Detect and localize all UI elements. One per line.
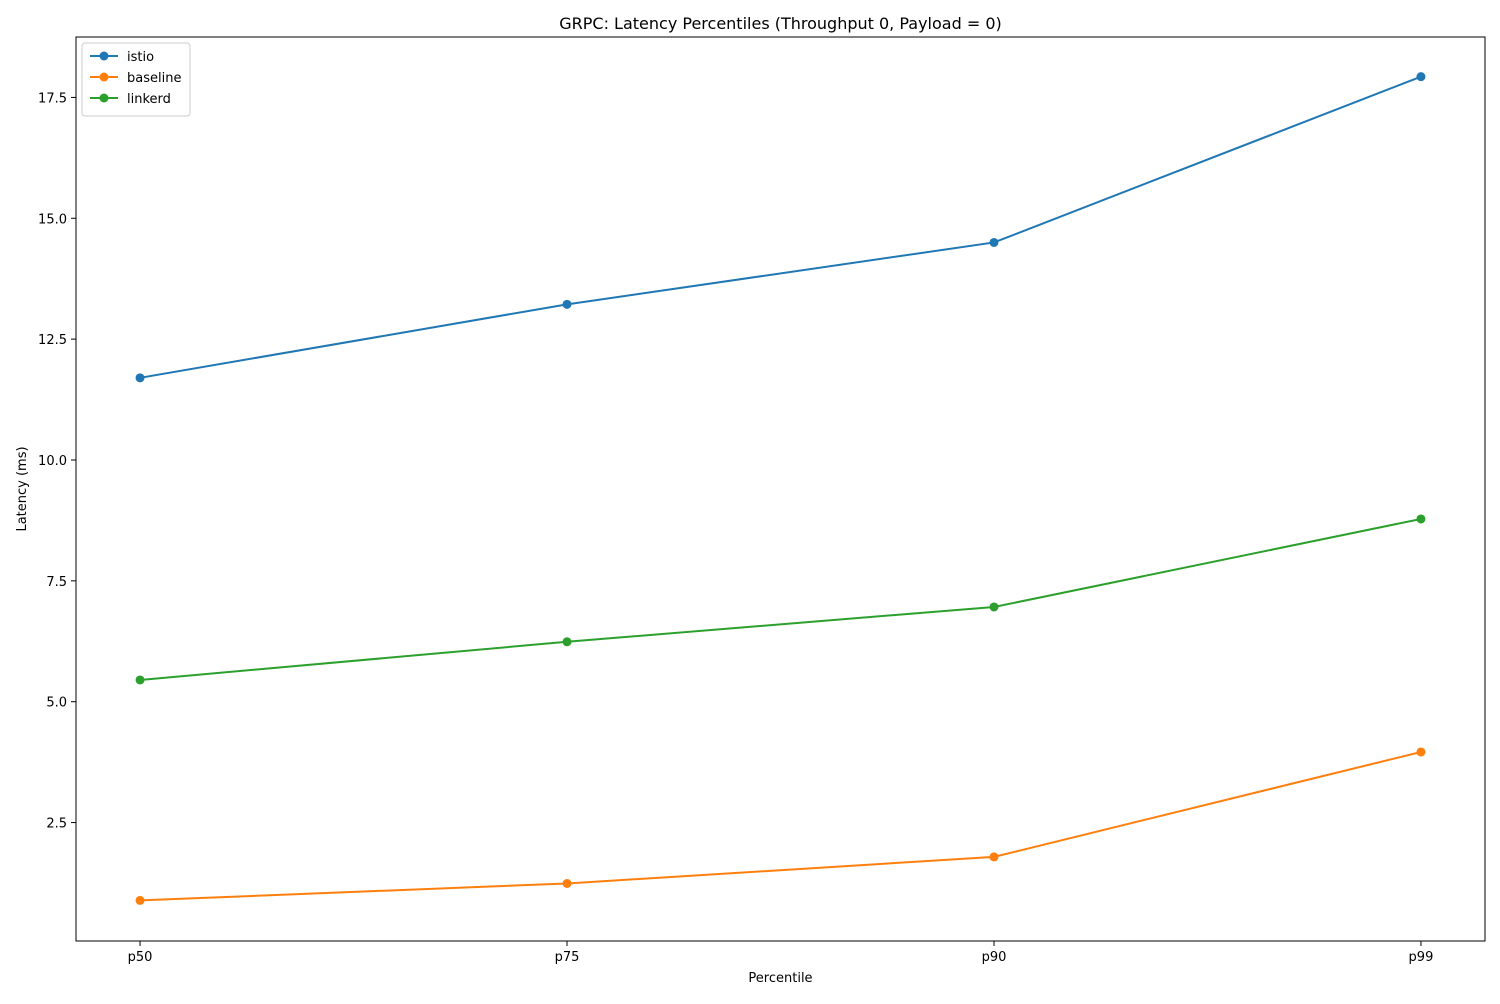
data-point-linkerd (1416, 514, 1426, 524)
x-axis-label: Percentile (748, 971, 812, 986)
data-point-linkerd (562, 637, 572, 647)
data-point-baseline (989, 852, 999, 862)
data-point-istio (1416, 72, 1426, 82)
series-line-istio (139, 75, 1422, 379)
series-linkerd (135, 514, 1426, 685)
legend-marker-linkerd (99, 93, 109, 103)
x-tick-label: p75 (555, 950, 580, 965)
data-point-linkerd (989, 602, 999, 612)
data-point-baseline (562, 878, 572, 888)
y-axis-label: Latency (ms) (15, 446, 30, 531)
legend-label-istio: istio (127, 50, 154, 65)
series-line-baseline (140, 751, 1422, 902)
data-point-istio (562, 299, 572, 309)
series-istio (135, 72, 1426, 383)
y-tick-label: 15.0 (38, 212, 67, 227)
data-point-linkerd (135, 675, 145, 685)
legend-label-baseline: baseline (127, 71, 181, 86)
y-tick-label: 17.5 (38, 91, 67, 106)
series-line-linkerd (139, 517, 1422, 681)
y-tick-label: 7.5 (46, 575, 67, 590)
data-point-istio (135, 373, 145, 383)
y-tick-label: 12.5 (38, 333, 67, 348)
legend-marker-baseline (99, 72, 109, 82)
legend-label-linkerd: linkerd (127, 92, 171, 107)
data-point-istio (989, 237, 999, 247)
chart-title: GRPC: Latency Percentiles (Throughput 0,… (559, 14, 1002, 33)
y-tick-label: 2.5 (46, 817, 67, 832)
x-tick-label: p90 (982, 950, 1007, 965)
x-tick-label: p99 (1409, 950, 1434, 965)
data-point-baseline (1416, 747, 1426, 757)
y-tick-label: 5.0 (46, 696, 67, 711)
x-tick-label: p50 (128, 950, 153, 965)
legend-marker-istio (99, 51, 109, 61)
data-point-baseline (135, 895, 145, 905)
y-tick-label: 10.0 (38, 454, 67, 469)
series-baseline (135, 747, 1426, 905)
plot-frame (75, 36, 1486, 942)
